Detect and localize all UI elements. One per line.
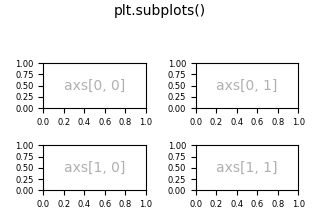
Text: axs[1, 0]: axs[1, 0]	[64, 161, 125, 175]
Text: axs[0, 1]: axs[0, 1]	[216, 79, 278, 93]
Text: axs[0, 0]: axs[0, 0]	[64, 79, 125, 93]
Text: axs[1, 1]: axs[1, 1]	[216, 161, 278, 175]
Text: plt.subplots(): plt.subplots()	[114, 4, 206, 19]
